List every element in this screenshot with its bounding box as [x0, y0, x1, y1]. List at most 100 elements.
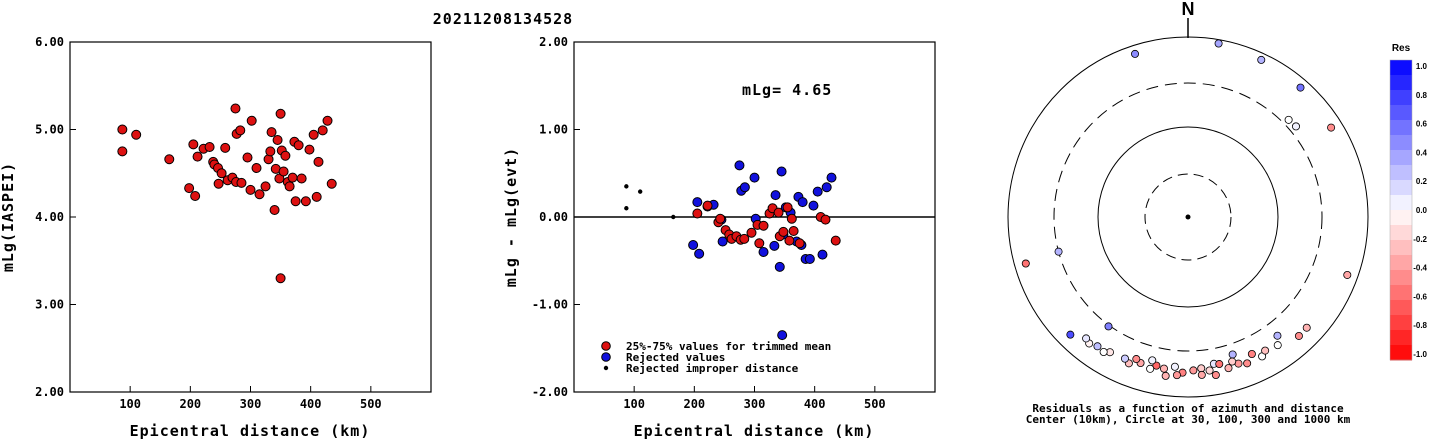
colorbar-swatch — [1390, 90, 1412, 106]
colorbar-swatch — [1390, 300, 1412, 316]
colorbar-tick-label: 0.8 — [1416, 91, 1428, 100]
station-residual-point — [1273, 341, 1282, 350]
magnitude-point — [290, 196, 301, 207]
station-residual-point — [1205, 366, 1214, 375]
colorbar-swatch — [1390, 285, 1412, 301]
colorbar-tick-label: -0.8 — [1413, 321, 1427, 330]
station-residual-point — [1132, 355, 1141, 364]
station-residual-point — [1243, 359, 1252, 368]
station-residual-point — [1197, 370, 1206, 379]
improper-distance-point — [671, 214, 676, 220]
rejected-point — [769, 240, 780, 251]
station-residual-point — [1120, 354, 1129, 363]
rejected-point — [734, 160, 745, 171]
polar-caption-1: Residuals as a function of azimuth and d… — [1032, 402, 1344, 415]
legend-label: 25%-75% values for trimmed mean — [626, 340, 831, 353]
rejected-point — [770, 190, 781, 201]
station-residual-point — [1343, 270, 1352, 279]
colorbar-swatch — [1390, 150, 1412, 166]
colorbar-frame — [1389, 59, 1413, 361]
rejected-point — [717, 236, 728, 247]
panel1-xtick-label: 400 — [300, 397, 322, 411]
station-residual-point — [1273, 331, 1282, 340]
magnitude-point — [242, 152, 253, 163]
panel1-ytick-label: 4.00 — [35, 210, 64, 224]
magnitude-point — [266, 127, 277, 138]
magnitude-point — [246, 115, 257, 126]
station-residual-point — [1066, 330, 1075, 339]
improper-distance-point — [624, 184, 629, 189]
trimmed-point — [754, 238, 765, 249]
magnitude-point — [296, 173, 307, 184]
magnitude-point — [188, 139, 199, 150]
station-residual-point — [1296, 83, 1305, 92]
polar-caption-2: Center (10km), Circle at 30, 100, 300 an… — [1026, 413, 1351, 426]
panel1-xlabel: Epicentral distance (km) — [130, 422, 371, 440]
station-residual-point — [1224, 364, 1233, 373]
panel1-xtick-label: 300 — [240, 397, 262, 411]
station-residual-point — [1214, 39, 1223, 48]
magnitude-point — [308, 129, 319, 140]
rejected-point — [739, 182, 750, 193]
magnitude-point — [293, 140, 304, 151]
station-residual-point — [1257, 55, 1266, 64]
magnitude-point — [304, 144, 315, 155]
circle-30km — [1144, 173, 1232, 261]
trimmed-point — [715, 213, 726, 224]
station-residual-point — [1131, 49, 1140, 58]
improper-distance-point — [637, 189, 643, 194]
rejected-point — [826, 172, 837, 183]
panel2-xtick-label: 300 — [744, 397, 766, 411]
panel1-ytick-label: 6.00 — [35, 35, 64, 49]
colorbar-swatch — [1390, 60, 1412, 76]
station-residual-point — [1228, 350, 1237, 359]
colorbar-swatch — [1390, 210, 1412, 226]
colorbar-swatch — [1390, 240, 1412, 256]
magnitude-point — [164, 154, 175, 165]
station-residual-point — [1172, 371, 1181, 380]
trimmed-point — [794, 238, 805, 249]
magnitude-point — [272, 135, 283, 145]
magnitude-point — [313, 156, 324, 167]
station-residual-point — [1170, 362, 1179, 371]
panel-residual: 100 200 300 400 500 -2.00 -1.00 0.00 1.00 2.00 mL… — [502, 35, 936, 440]
legend-marker-improper — [603, 365, 609, 371]
colorbar-swatch — [1390, 105, 1412, 121]
colorbar-swatch — [1390, 225, 1412, 241]
magnitude-point — [235, 125, 246, 136]
station-residual-point — [1211, 371, 1220, 380]
trimmed-point — [702, 200, 713, 211]
panel2-ylabel: mLg - mLg(evt) — [502, 147, 520, 287]
rejected-point — [776, 166, 787, 177]
panel2-xtick-label: 100 — [623, 397, 645, 411]
panel2-ytick-label: 0.00 — [539, 210, 568, 224]
station-residual-point — [1197, 364, 1206, 373]
colorbar-tick-label: 0.6 — [1416, 120, 1428, 129]
colorbar-swatch — [1390, 315, 1412, 331]
magnitude-point — [284, 181, 295, 192]
colorbar-swatch — [1390, 195, 1412, 211]
panel1-xtick-label: 500 — [360, 397, 382, 411]
trimmed-point — [778, 226, 789, 237]
magnitude-point — [287, 172, 298, 183]
magnitude-point — [117, 124, 128, 135]
rejected-point — [821, 182, 832, 193]
trimmed-point — [782, 202, 793, 213]
station-residual-point — [1189, 366, 1198, 375]
colorbar-swatch — [1390, 120, 1412, 136]
colorbar-tick-label: 1.0 — [1416, 62, 1428, 71]
trimmed-point — [820, 214, 831, 225]
panel1-frame — [69, 41, 432, 393]
panel-azimuth: N Residuals as a function of azimuth and… — [1007, 0, 1369, 426]
circle-300km — [1053, 82, 1323, 352]
colorbar-tick-label: 0.2 — [1416, 177, 1428, 186]
panel1-ylabel: mLg(IASPEI) — [0, 162, 17, 272]
trimmed-point — [830, 235, 841, 246]
station-residual-point — [1215, 360, 1224, 369]
magnitude-point — [220, 142, 231, 153]
improper-distance-point — [624, 206, 629, 211]
station-residual-point — [1082, 334, 1091, 343]
colorbar-swatch — [1390, 345, 1412, 361]
rejected-point — [777, 330, 788, 341]
